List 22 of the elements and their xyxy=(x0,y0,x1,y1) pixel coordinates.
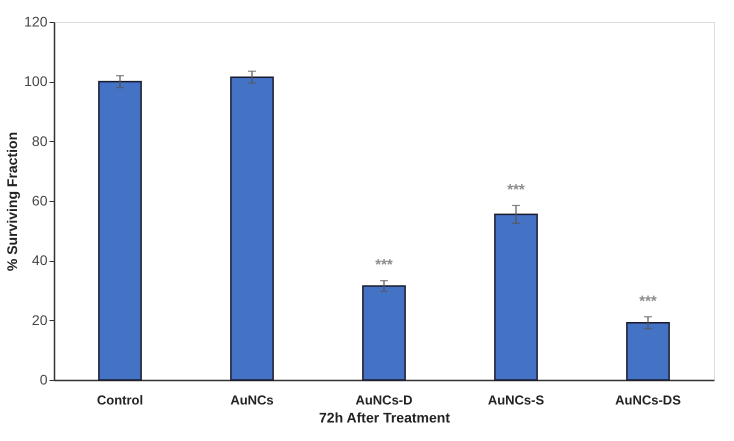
data-label: *** xyxy=(375,256,393,274)
y-tick-label: 20 xyxy=(32,312,48,328)
bar xyxy=(626,322,670,381)
x-tick-label: AuNCs-DS xyxy=(615,392,682,408)
data-label: *** xyxy=(639,292,657,310)
bar xyxy=(230,76,274,381)
y-tick-label: 100 xyxy=(24,73,48,90)
bar xyxy=(362,285,406,381)
y-tick-label: 0 xyxy=(40,372,48,388)
x-axis-title: 72h After Treatment xyxy=(319,410,450,426)
x-tick-label: Control xyxy=(96,392,144,408)
bar xyxy=(494,214,538,381)
y-tick-label: 80 xyxy=(32,132,48,149)
x-tick-label: AuNCs-D xyxy=(355,392,413,408)
y-axis-title: % Surviving Fraction xyxy=(4,132,20,272)
y-tick-label: 60 xyxy=(32,192,48,208)
data-label: *** xyxy=(507,181,525,198)
x-tick-label: AuNCs xyxy=(230,392,274,408)
y-tick-label: 40 xyxy=(32,252,48,268)
y-tick-label: 120 xyxy=(24,14,48,30)
x-tick-label: AuNCs-S xyxy=(488,392,544,408)
bar xyxy=(98,80,142,381)
